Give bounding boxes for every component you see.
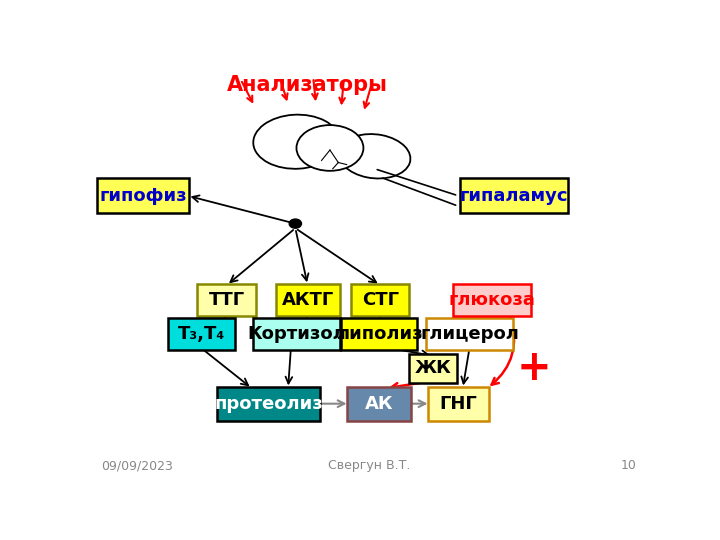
Ellipse shape	[289, 219, 302, 228]
FancyBboxPatch shape	[459, 178, 569, 213]
Text: протеолиз: протеолиз	[214, 395, 323, 413]
FancyBboxPatch shape	[453, 284, 531, 316]
Text: +: +	[516, 347, 551, 389]
Text: ТТГ: ТТГ	[209, 291, 245, 309]
FancyBboxPatch shape	[197, 284, 256, 316]
Text: ЖК: ЖК	[415, 359, 451, 377]
FancyBboxPatch shape	[217, 387, 320, 421]
FancyBboxPatch shape	[428, 387, 489, 421]
FancyBboxPatch shape	[253, 318, 340, 350]
FancyBboxPatch shape	[276, 284, 340, 316]
Text: 09/09/2023: 09/09/2023	[101, 460, 173, 472]
FancyBboxPatch shape	[410, 354, 457, 383]
Ellipse shape	[338, 134, 410, 179]
Text: АК: АК	[365, 395, 393, 413]
Ellipse shape	[253, 114, 340, 169]
Text: ГНГ: ГНГ	[439, 395, 477, 413]
FancyBboxPatch shape	[347, 387, 411, 421]
Text: 10: 10	[621, 460, 637, 472]
Text: Анализаторы: Анализаторы	[227, 75, 388, 95]
Text: Т₃,Т₄: Т₃,Т₄	[178, 325, 225, 343]
Text: липолиз: липолиз	[336, 325, 423, 343]
Text: гипаламус: гипаламус	[460, 187, 568, 205]
Text: глицерол: глицерол	[420, 325, 519, 343]
Text: гипофиз: гипофиз	[99, 187, 186, 205]
Text: глюкоза: глюкоза	[449, 291, 535, 309]
Text: Кортизол: Кортизол	[247, 325, 346, 343]
FancyBboxPatch shape	[168, 318, 235, 350]
Ellipse shape	[297, 125, 364, 171]
Text: СТГ: СТГ	[361, 291, 399, 309]
FancyBboxPatch shape	[97, 178, 189, 213]
FancyBboxPatch shape	[426, 318, 513, 350]
FancyBboxPatch shape	[341, 318, 417, 350]
FancyBboxPatch shape	[351, 284, 410, 316]
Text: Свергун В.Т.: Свергун В.Т.	[328, 460, 410, 472]
Text: АКТГ: АКТГ	[282, 291, 334, 309]
